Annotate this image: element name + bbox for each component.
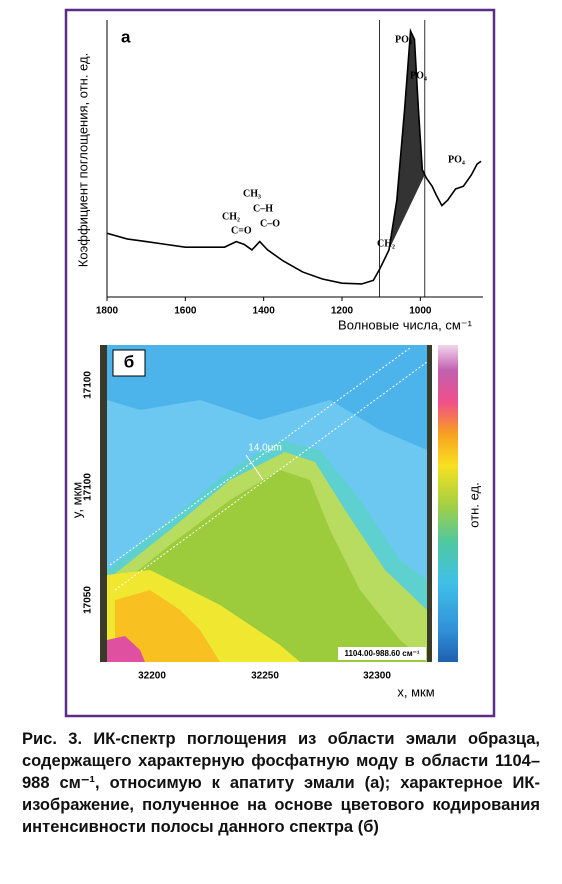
x-tick-label: 32250 [251, 671, 279, 682]
panel-label: б [124, 352, 135, 371]
y-axis-label: y, мкм [69, 482, 84, 518]
spectrum-line [106, 27, 482, 285]
scale-label: 14,0µm [248, 443, 282, 454]
heatmap-edge [427, 345, 432, 662]
panel-b: б 14,0µm 1104.00-988.60 см⁻¹ 32200 32250… [69, 345, 481, 699]
annotation: C–O [260, 218, 280, 229]
y-tick-label: 17100 [83, 473, 94, 501]
x-axis-label: x, мкм [397, 684, 434, 699]
x-tick-label: 1400 [253, 306, 276, 317]
annotation: CH₂ [377, 238, 395, 249]
annotation: CH₃ [243, 188, 261, 199]
heatmap-region [115, 590, 220, 662]
x-tick-label: 1000 [409, 306, 432, 317]
colorbar [438, 345, 458, 662]
colorbar-label: отн. ед. [466, 482, 481, 527]
x-tick-label: 1600 [174, 306, 197, 317]
y-tick-label: 17050 [83, 586, 94, 614]
x-tick-label: 1800 [96, 306, 119, 317]
scale-bar [245, 454, 264, 481]
annotation: C=O [231, 225, 252, 236]
scan-line [114, 361, 428, 591]
x-tick-label: 32200 [138, 671, 166, 682]
figure-caption: Рис. 3. ИК-спектр поглощения из области … [22, 730, 540, 836]
heatmap-region [107, 636, 145, 662]
heatmap-region [107, 345, 427, 450]
band-label: 1104.00-988.60 см⁻¹ [344, 649, 419, 658]
y-tick-label: 17100 [83, 371, 94, 399]
x-axis-label: Волновые числа, см⁻¹ [338, 317, 473, 332]
panel-label: а [121, 27, 131, 46]
label-box [112, 349, 146, 377]
y-axis-label: Коэффициент поглощения, отн. ед. [75, 53, 90, 267]
annotation: C–H [253, 203, 273, 214]
figure-frame [64, 8, 496, 718]
heatmap-edge [100, 345, 107, 662]
annotation: PO₄ [410, 70, 427, 81]
x-tick-label: 1200 [331, 306, 354, 317]
scan-line [109, 347, 411, 566]
x-tick-label: 32300 [363, 671, 391, 682]
band-area [379, 31, 425, 270]
annotation: PO₄ [395, 34, 412, 45]
annotation: CH₂ [222, 211, 240, 222]
band-label-box [338, 647, 426, 660]
annotation: PO₄ [448, 154, 465, 165]
